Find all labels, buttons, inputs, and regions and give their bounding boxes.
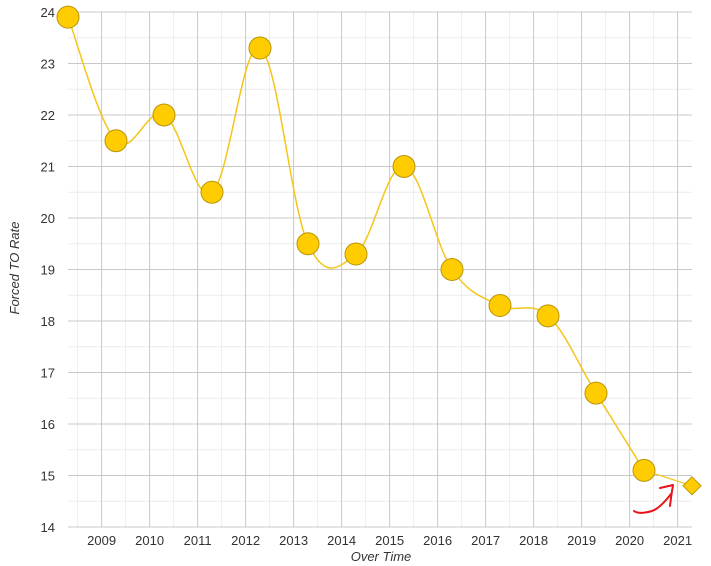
y-tick-label: 24 bbox=[41, 5, 55, 20]
y-tick-label: 15 bbox=[41, 469, 55, 484]
y-tick-label: 14 bbox=[41, 520, 55, 535]
x-tick-label: 2014 bbox=[327, 533, 356, 548]
data-point[interactable] bbox=[200, 180, 224, 204]
y-tick-label: 20 bbox=[41, 211, 55, 226]
y-tick-label: 23 bbox=[41, 57, 55, 72]
data-point[interactable] bbox=[104, 129, 128, 153]
x-tick-label: 2015 bbox=[375, 533, 404, 548]
y-tick-label: 21 bbox=[41, 160, 55, 175]
x-tick-label: 2009 bbox=[87, 533, 116, 548]
x-tick-label: 2019 bbox=[567, 533, 596, 548]
data-point[interactable] bbox=[344, 242, 368, 266]
x-tick-label: 2011 bbox=[184, 533, 212, 548]
data-point[interactable] bbox=[440, 258, 464, 281]
projected-data-point[interactable] bbox=[682, 476, 702, 496]
y-tick-label: 22 bbox=[41, 108, 55, 123]
data-point[interactable] bbox=[632, 458, 656, 482]
y-tick-label: 16 bbox=[41, 417, 55, 432]
major-grid bbox=[68, 11, 692, 528]
y-tick-label: 17 bbox=[41, 366, 55, 381]
x-axis-title: Over Time bbox=[351, 549, 412, 564]
data-point[interactable] bbox=[152, 103, 176, 127]
y-tick-label: 19 bbox=[41, 263, 55, 278]
y-axis-title: Forced TO Rate bbox=[7, 222, 22, 315]
data-point[interactable] bbox=[248, 36, 272, 60]
x-axis-tick-labels: 2009 2010 2011 2012 2013 2014 2015 2016 2017 2018… bbox=[87, 533, 692, 548]
x-tick-label: 2013 bbox=[279, 533, 308, 548]
data-point[interactable] bbox=[536, 304, 560, 328]
data-point[interactable] bbox=[392, 155, 416, 178]
x-tick-label: 2012 bbox=[231, 533, 260, 548]
data-point[interactable] bbox=[296, 232, 320, 256]
y-tick-label: 18 bbox=[41, 314, 55, 329]
y-axis-tick-labels: 14 15 16 17 18 19 20 21 22 23 24 bbox=[41, 5, 55, 535]
data-markers bbox=[56, 5, 702, 496]
hand-drawn-arrow-annotation bbox=[633, 484, 674, 514]
data-point[interactable] bbox=[56, 5, 80, 29]
data-point[interactable] bbox=[584, 381, 608, 405]
x-tick-label: 2017 bbox=[471, 533, 500, 548]
x-tick-label: 2020 bbox=[615, 533, 644, 548]
data-point[interactable] bbox=[488, 294, 512, 318]
x-tick-label: 2016 bbox=[423, 533, 452, 548]
x-tick-label: 2018 bbox=[519, 533, 548, 548]
x-tick-label: 2021 bbox=[663, 533, 692, 548]
x-tick-label: 2010 bbox=[135, 533, 164, 548]
